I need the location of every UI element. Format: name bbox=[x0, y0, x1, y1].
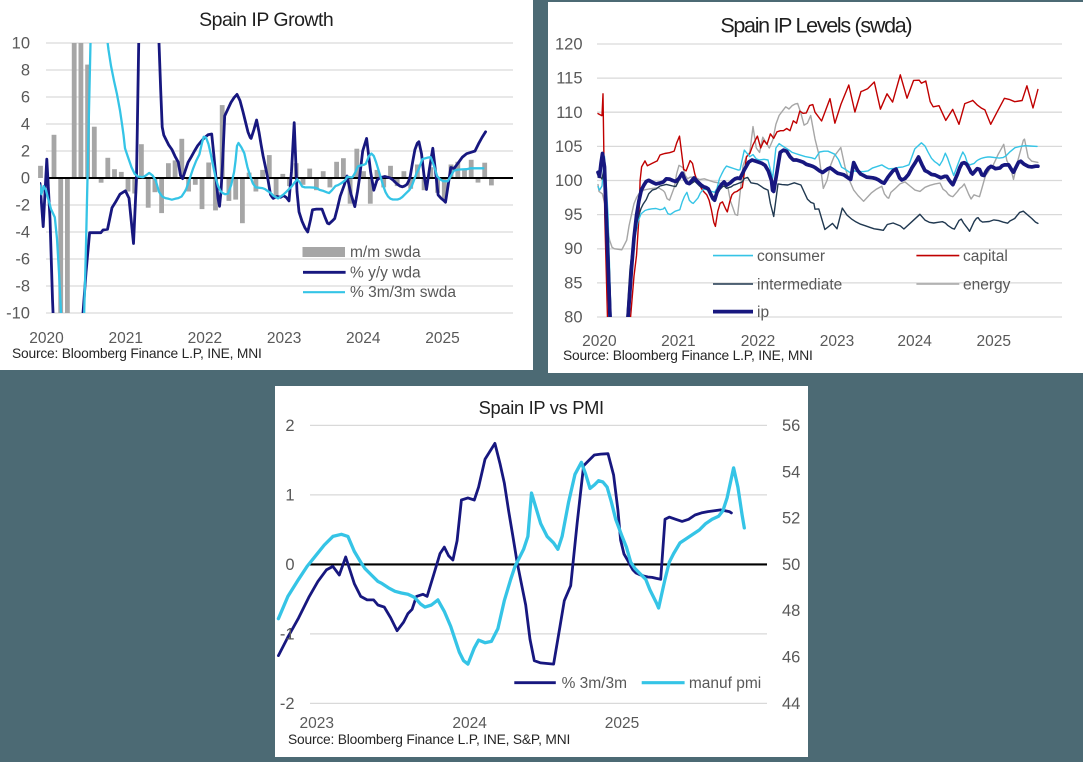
svg-text:54: 54 bbox=[782, 463, 800, 481]
svg-text:2025: 2025 bbox=[605, 715, 639, 732]
svg-text:85: 85 bbox=[564, 274, 582, 292]
svg-text:110: 110 bbox=[556, 104, 582, 122]
svg-text:8: 8 bbox=[21, 62, 30, 80]
svg-text:2020: 2020 bbox=[29, 330, 64, 347]
svg-text:1: 1 bbox=[285, 486, 294, 504]
svg-text:10: 10 bbox=[12, 35, 30, 53]
svg-text:4: 4 bbox=[21, 116, 30, 134]
svg-text:2022: 2022 bbox=[188, 330, 222, 347]
svg-text:2021: 2021 bbox=[661, 333, 695, 350]
svg-text:2023: 2023 bbox=[820, 333, 854, 350]
svg-text:2023: 2023 bbox=[300, 715, 334, 732]
svg-text:intermediate: intermediate bbox=[757, 277, 842, 294]
svg-text:Spain IP Growth: Spain IP Growth bbox=[199, 9, 333, 31]
svg-text:Source: Bloomberg Finance L.P,: Source: Bloomberg Finance L.P, INE, MNI bbox=[12, 346, 262, 361]
svg-text:6: 6 bbox=[21, 89, 30, 107]
svg-text:95: 95 bbox=[564, 206, 582, 224]
svg-text:44: 44 bbox=[782, 695, 800, 713]
svg-text:0: 0 bbox=[21, 170, 30, 188]
svg-text:-1: -1 bbox=[280, 625, 295, 643]
svg-text:50: 50 bbox=[782, 556, 800, 574]
svg-text:2021: 2021 bbox=[108, 330, 142, 347]
svg-text:2024: 2024 bbox=[897, 333, 932, 350]
svg-text:consumer: consumer bbox=[757, 248, 825, 265]
svg-text:Source: Bloomberg Finance L.P,: Source: Bloomberg Finance L.P, INE, S&P,… bbox=[288, 732, 570, 747]
svg-text:2023: 2023 bbox=[267, 330, 301, 347]
svg-text:90: 90 bbox=[564, 240, 582, 258]
svg-text:ip: ip bbox=[757, 304, 769, 321]
svg-text:100: 100 bbox=[555, 172, 583, 190]
svg-text:46: 46 bbox=[782, 649, 800, 667]
svg-text:56: 56 bbox=[782, 417, 800, 435]
svg-text:capital: capital bbox=[963, 248, 1008, 265]
svg-text:% 3m/3m swda: % 3m/3m swda bbox=[350, 284, 456, 301]
svg-text:2020: 2020 bbox=[582, 333, 617, 350]
svg-text:% 3m/3m: % 3m/3m bbox=[562, 675, 627, 692]
svg-text:2025: 2025 bbox=[976, 333, 1010, 350]
svg-text:80: 80 bbox=[564, 309, 582, 327]
svg-text:48: 48 bbox=[782, 602, 800, 620]
svg-text:-8: -8 bbox=[15, 278, 30, 296]
svg-text:-10: -10 bbox=[6, 305, 30, 323]
svg-text:2024: 2024 bbox=[452, 715, 487, 732]
svg-text:Spain IP vs PMI: Spain IP vs PMI bbox=[479, 397, 604, 418]
svg-text:2024: 2024 bbox=[346, 330, 381, 347]
svg-text:0: 0 bbox=[285, 556, 294, 574]
svg-text:% y/y wda: % y/y wda bbox=[350, 264, 421, 281]
svg-text:2: 2 bbox=[21, 143, 30, 161]
svg-text:-2: -2 bbox=[15, 197, 30, 215]
svg-text:Source: Bloomberg Finance L.P,: Source: Bloomberg Finance L.P, INE, MNI bbox=[563, 348, 813, 363]
svg-text:energy: energy bbox=[963, 277, 1011, 294]
svg-text:115: 115 bbox=[556, 70, 582, 88]
svg-text:120: 120 bbox=[555, 36, 583, 54]
svg-text:105: 105 bbox=[555, 138, 583, 156]
svg-text:Spain IP Levels (swda): Spain IP Levels (swda) bbox=[720, 13, 911, 37]
svg-text:-2: -2 bbox=[280, 695, 295, 713]
svg-text:2025: 2025 bbox=[425, 330, 459, 347]
svg-text:manuf pmi: manuf pmi bbox=[689, 675, 761, 692]
svg-text:-4: -4 bbox=[15, 224, 30, 242]
svg-text:-6: -6 bbox=[15, 251, 30, 269]
svg-text:2022: 2022 bbox=[741, 333, 775, 350]
svg-text:2: 2 bbox=[285, 417, 294, 435]
svg-text:m/m swda: m/m swda bbox=[350, 244, 421, 261]
svg-text:52: 52 bbox=[782, 510, 800, 528]
